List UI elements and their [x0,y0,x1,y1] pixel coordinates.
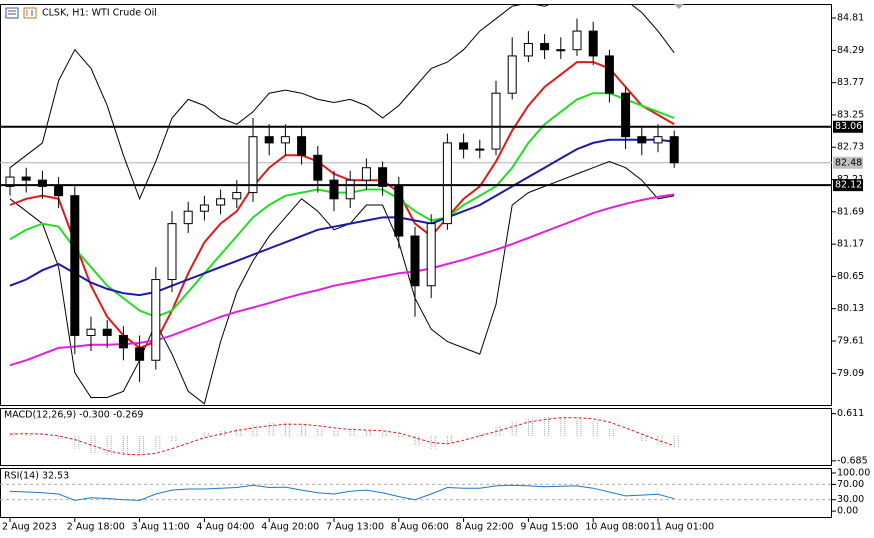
candle-body [313,154,323,181]
candle-body [410,235,420,287]
macd-panel-frame [0,408,832,466]
candle-body [621,92,631,138]
macd-title: MACD(12,26,9) -0.300 -0.269 [4,410,143,421]
candle-body [21,176,31,181]
candle-body [653,136,663,144]
y-tick-label: 70.00 [837,479,864,490]
candle-body [556,49,566,52]
candle-body [475,148,485,151]
y-tick-label: 80.13 [837,303,864,314]
macd-signal-line [9,417,675,456]
y-tick-label: 84.81 [837,13,864,24]
y-tick-label: 81.69 [837,206,864,217]
candle-body [361,167,371,181]
rsi-title: RSI(14) 32.53 [4,471,69,482]
candle-body [459,142,469,150]
candle-body [297,136,307,156]
main-panel-frame [0,4,832,406]
candle-body [588,30,598,57]
x-tick-label: 3 Aug 11:00 [132,522,190,533]
y-tick-label: 79.09 [837,368,864,379]
candle-body [604,55,614,94]
y-tick-label: 100.00 [837,467,870,478]
level-tag [833,179,863,192]
indicator-line [9,4,675,201]
candle-body [442,142,452,225]
level-tag-label: 82.12 [835,180,862,191]
x-tick-label: 2 Aug 2023 [2,522,57,533]
candle-body [54,185,64,197]
indicator-line [9,92,675,318]
rsi-panel-frame [0,468,832,518]
candle-body [216,198,226,206]
candle-body [523,43,533,57]
candle-body [394,185,404,237]
chart-title: CLSK, H1: WTI Crude Oil [42,8,157,19]
candle-body [167,223,177,281]
candle-body [491,92,501,150]
y-tick-label: 82.73 [837,142,864,153]
candle-body [37,179,47,187]
y-tick-label: 83.77 [837,77,864,88]
price-tag [833,156,863,169]
x-tick-label: 4 Aug 04:00 [196,522,254,533]
candle-body [135,347,145,361]
x-tick-label: 2 Aug 18:00 [67,522,125,533]
candle-body [5,176,15,187]
icon[interactable] [23,7,37,19]
main-plot [0,4,832,405]
x-tick-label: 7 Aug 13:00 [326,522,384,533]
candle-body [345,179,355,200]
candle-body [572,30,582,51]
candle-body [426,223,436,287]
x-tick-label: 8 Aug 06:00 [391,522,449,533]
candle-body [540,43,550,51]
x-tick-label: 4 Aug 20:00 [261,522,319,533]
indicator-line [9,61,675,350]
candle-body [378,167,388,187]
y-tick-label: -0.685 [837,455,868,466]
candle-body [507,55,517,94]
x-tick-label: 11 Aug 01:00 [650,522,714,533]
candle-body [183,210,193,225]
price-tag-label: 82.48 [835,157,862,168]
candle-body [248,136,258,194]
candle-body [199,204,209,212]
y-tick-label: 79.61 [837,336,864,347]
y-tick-label: 30.00 [837,494,864,505]
candle-body [232,192,242,200]
indicator-line [9,138,675,297]
x-tick-label: 9 Aug 15:00 [520,522,578,533]
y-tick-label: 83.25 [837,109,864,120]
candle-body [70,195,80,336]
level-tag [833,120,863,133]
candle-body [264,136,274,144]
y-tick-label: 81.17 [837,239,864,250]
rsi-line [9,484,675,501]
x-tick-label: 8 Aug 22:00 [456,522,514,533]
y-tick-label: 80.65 [837,271,864,282]
indicator-line [9,160,675,405]
candle-body [637,136,647,144]
y-tick-label: 84.29 [837,45,864,56]
candle-body [102,328,112,336]
y-tick-label: 0.00 [837,506,858,517]
x-tick-label: 10 Aug 08:00 [585,522,649,533]
candle-body [118,334,128,349]
y-tick-label: 0.611 [837,408,864,419]
candle-body [151,279,161,361]
icon[interactable] [5,7,19,19]
candle-body [329,179,339,200]
toolbar-icons[interactable] [5,7,37,19]
candle-body [669,136,679,164]
candle-body [280,136,290,144]
candle-body [86,328,96,336]
level-tag-label: 83.06 [835,121,862,132]
scroll-marker[interactable] [674,4,684,9]
